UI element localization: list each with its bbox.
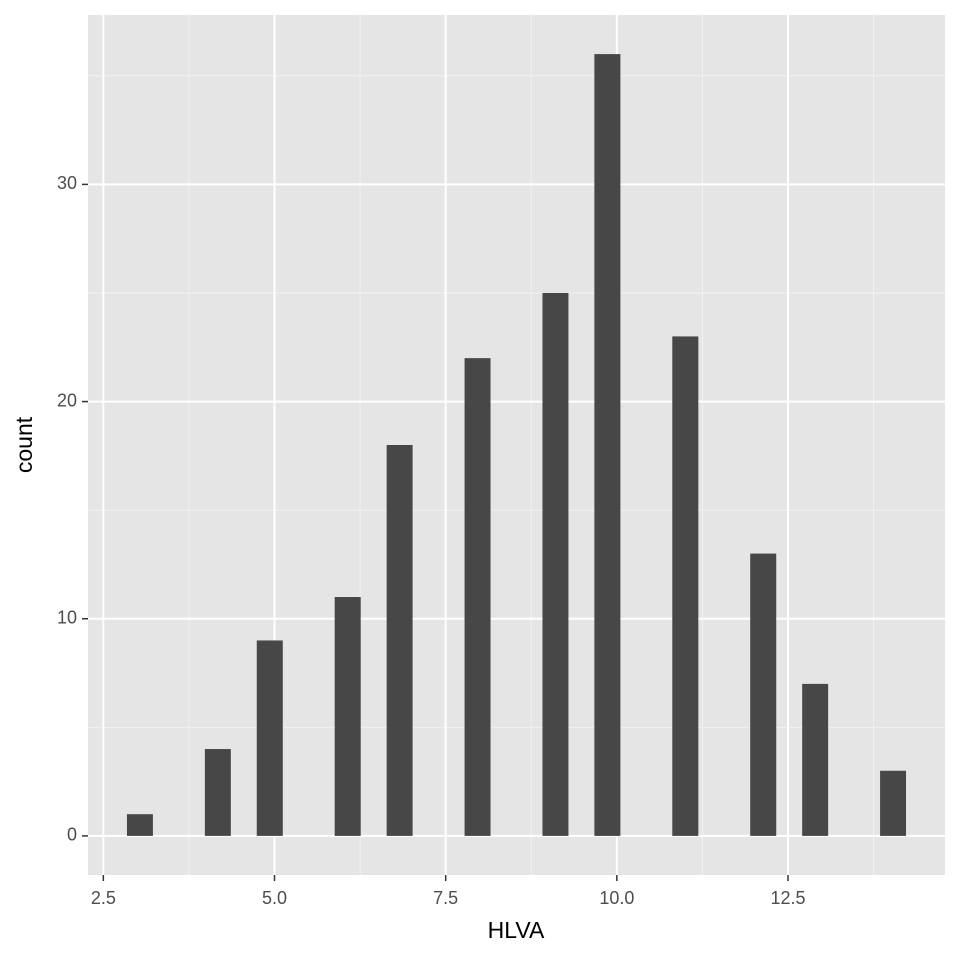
bar <box>204 749 231 836</box>
bar <box>880 770 907 836</box>
bar <box>594 54 621 836</box>
x-tick-label: 7.5 <box>433 888 458 908</box>
bar <box>256 640 283 836</box>
y-tick-label: 0 <box>67 825 77 845</box>
bar <box>386 445 413 836</box>
bar <box>126 814 153 836</box>
bar <box>802 683 829 836</box>
bar <box>334 597 361 836</box>
bar <box>672 336 699 836</box>
bar <box>750 553 777 836</box>
x-tick-label: 12.5 <box>770 888 805 908</box>
x-tick-label: 5.0 <box>262 888 287 908</box>
bar <box>464 358 491 836</box>
y-axis-title: count <box>11 416 37 473</box>
y-tick-label: 30 <box>57 173 77 193</box>
x-axis-title: HLVA <box>488 917 545 943</box>
x-tick-label: 2.5 <box>91 888 116 908</box>
x-tick-label: 10.0 <box>599 888 634 908</box>
panel <box>88 15 945 875</box>
y-tick-label: 20 <box>57 390 77 410</box>
y-tick-label: 10 <box>57 607 77 627</box>
bar <box>542 292 569 836</box>
